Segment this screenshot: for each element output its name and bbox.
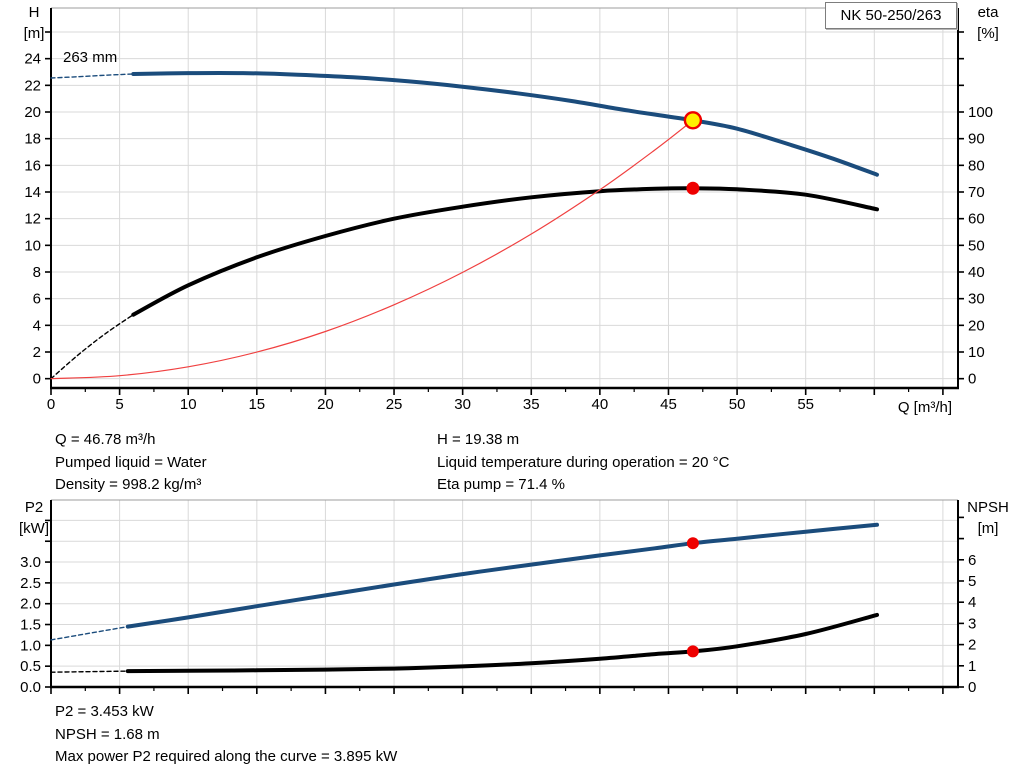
left-axis-tick-label: 12: [24, 211, 41, 228]
right-axis-tick-label: 80: [968, 157, 985, 174]
info-eta-pump: Eta pump = 71.4 %: [437, 476, 565, 493]
left-axis-tick-label: 4: [33, 317, 41, 334]
left-axis-title-power: P2 [kW]: [19, 499, 49, 537]
right-axis-tick-label: 3: [968, 615, 976, 632]
left-axis-tick-label: 1.0: [20, 637, 41, 654]
right-axis-tick-label: 50: [968, 237, 985, 254]
x-axis-tick-label: 30: [454, 396, 471, 413]
pump-type-box: NK 50-250/263: [825, 2, 957, 29]
left-axis-tick-label: 20: [24, 104, 41, 121]
x-axis-tick-label: 20: [317, 396, 334, 413]
right-axis-title-npsh: NPSH [m]: [967, 499, 1009, 537]
info-max-power: Max power P2 required along the curve = …: [55, 748, 398, 765]
impeller-diameter-label: 263 mm: [63, 49, 118, 66]
x-axis-title-flow: Q [m³/h]: [897, 399, 952, 416]
left-axis-tick-label: 16: [24, 157, 41, 174]
left-axis-tick-label: 2.0: [20, 596, 41, 613]
right-axis-tick-label: 6: [968, 552, 976, 569]
right-axis-title-eta: eta [%]: [977, 4, 999, 42]
right-axis-tick-label: 20: [968, 317, 985, 334]
info-npsh: NPSH = 1.68 m: [55, 725, 160, 743]
info-density: Density = 998.2 kg/m³: [55, 476, 202, 493]
left-axis-tick-label: 6: [33, 291, 41, 308]
power-npsh-chart: 0.0 0.5 1.0 1.5 2.0 2.5 3.0 0 1 2 3 4 5 6: [20, 499, 976, 695]
head-curve: [131, 70, 879, 177]
pump-type-label: NK 50-250/263: [840, 7, 942, 24]
efficiency-curve-extension: [50, 314, 134, 380]
left-axis-tick-label: 2.5: [20, 575, 41, 592]
x-axis-tick-label: 0: [47, 396, 55, 413]
duty-point-npsh[interactable]: [686, 645, 699, 658]
right-axis-tick-label: 2: [968, 637, 976, 654]
right-axis-tick-label: 5: [968, 573, 976, 590]
left-axis-tick-label: 24: [24, 51, 41, 68]
efficiency-curve: [131, 186, 879, 317]
right-axis-tick-label: 0: [968, 679, 976, 695]
npsh-curve: [125, 612, 879, 674]
power-curve-extension: [50, 625, 129, 641]
left-axis-tick-label: 0.5: [20, 658, 41, 675]
left-axis-tick-label: 0.0: [20, 679, 41, 695]
x-axis-tick-label: 55: [797, 396, 814, 413]
right-axis-tick-label: 30: [968, 291, 985, 308]
info-pumped-liquid: Pumped liquid = Water: [55, 453, 207, 471]
left-axis-tick-label: 8: [33, 264, 41, 281]
x-axis-tick-label: 5: [115, 396, 123, 413]
duty-point-efficiency[interactable]: [686, 181, 700, 195]
system-curve: [50, 119, 694, 380]
duty-info-left: Q = 46.78 m³/h Pumped liquid = Water Den…: [55, 429, 207, 497]
right-axis-tick-label: 40: [968, 264, 985, 281]
x-axis-tick-label: 40: [592, 396, 609, 413]
right-axis-tick-label: 4: [968, 594, 976, 611]
right-axis-tick-label: 60: [968, 211, 985, 228]
right-axis-tick-label: 70: [968, 184, 985, 201]
right-axis-tick-label: 10: [968, 344, 985, 361]
head-efficiency-chart: 0 5 10 15 20 25 30 35 40 45 50 55024681012141618202…: [24, 7, 993, 413]
right-axis-tick-label: 100: [968, 104, 993, 121]
power-curve: [125, 522, 879, 629]
x-axis-tick-label: 15: [248, 396, 265, 413]
x-axis-tick-label: 35: [523, 396, 540, 413]
left-axis-tick-label: 14: [24, 184, 41, 201]
info-flow: Q = 46.78 m³/h: [55, 431, 156, 448]
left-axis-tick-label: 2: [33, 344, 41, 361]
left-axis-tick-label: 18: [24, 131, 41, 148]
info-liquid-temperature: Liquid temperature during operation = 20…: [437, 453, 730, 471]
x-axis-tick-label: 50: [729, 396, 746, 413]
duty-point-power[interactable]: [686, 537, 699, 550]
right-axis-tick-label: 0: [968, 371, 976, 388]
power-info: P2 = 3.453 kW NPSH = 1.68 m Max power P2…: [55, 701, 397, 769]
left-axis-tick-label: 0: [33, 371, 41, 388]
info-p2: P2 = 3.453 kW: [55, 703, 154, 720]
head-curve-extension: [50, 73, 134, 79]
right-axis-tick-label: 90: [968, 131, 985, 148]
x-axis-tick-label: 25: [386, 396, 403, 413]
info-head: H = 19.38 m: [437, 431, 520, 448]
left-axis-title-head: H [m]: [23, 4, 45, 42]
left-axis-tick-label: 1.5: [20, 617, 41, 634]
left-axis-tick-label: 10: [24, 237, 41, 254]
left-axis-tick-label: 3.0: [20, 554, 41, 571]
left-axis-tick-label: 22: [24, 77, 41, 94]
npsh-curve-extension: [50, 670, 129, 673]
x-axis-tick-label: 45: [660, 396, 677, 413]
right-axis-tick-label: 1: [968, 658, 976, 675]
duty-info-right: H = 19.38 m Liquid temperature during op…: [437, 429, 729, 497]
x-axis-tick-label: 10: [180, 396, 197, 413]
duty-point-head[interactable]: [683, 111, 703, 130]
